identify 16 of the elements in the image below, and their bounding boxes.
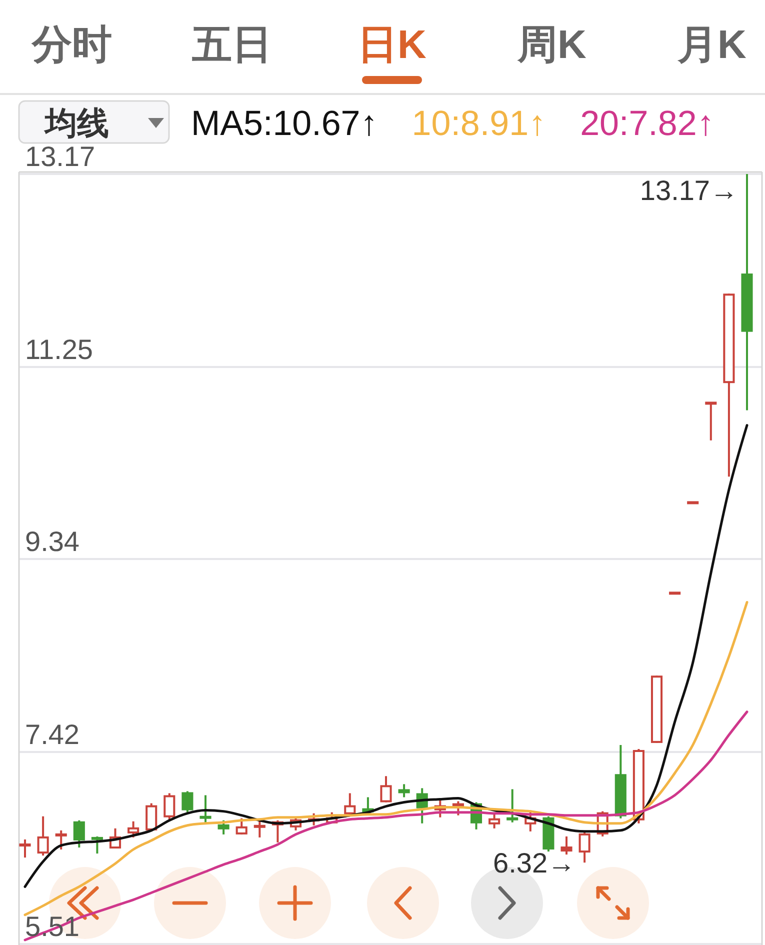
text: 日K xyxy=(358,23,427,67)
text: 分时 xyxy=(31,23,112,67)
text: 月K xyxy=(676,23,747,67)
text: MA5:10.67↑ xyxy=(191,104,378,143)
dropdown: 均线 xyxy=(18,100,170,144)
annotation: 13.17→ xyxy=(640,174,738,206)
y-tick-label: 11.25 xyxy=(25,334,93,366)
y-tick-label: 9.34 xyxy=(25,526,80,557)
text: 五日 xyxy=(191,23,272,67)
text: 20:7.82↑ xyxy=(580,104,714,143)
text: 周K xyxy=(516,23,587,67)
text: 10:8.91↑ xyxy=(412,104,546,143)
legend-title: 均线 xyxy=(43,105,109,141)
y-tick-label: 13.17 xyxy=(25,141,96,172)
y-tick-label: 7.42 xyxy=(25,719,80,750)
annotation: 6.32→ xyxy=(493,847,576,878)
